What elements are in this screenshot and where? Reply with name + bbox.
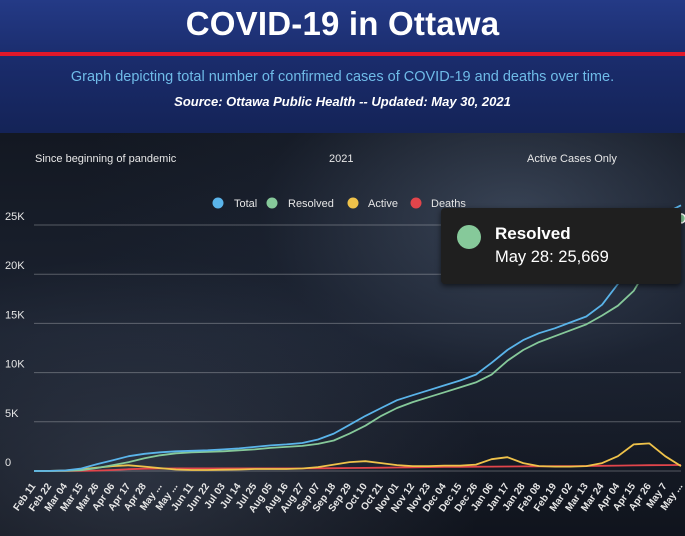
legend-label-total: Total (234, 198, 257, 210)
page-title: COVID-19 in Ottawa (185, 5, 500, 42)
y-tick-label: 15K (5, 309, 25, 321)
legend-label-resolved: Resolved (288, 198, 334, 210)
legend-marker-active (347, 197, 359, 209)
y-tick-label: 5K (5, 408, 19, 420)
tooltip-value: May 28: 25,669 (495, 248, 609, 266)
page-subtitle: Graph depicting total number of confirme… (70, 69, 615, 85)
title-divider (0, 52, 685, 56)
series-line-total (33, 204, 682, 472)
y-tick-label: 0 (5, 457, 11, 469)
chart-tooltip: Resolved May 28: 25,669 (441, 208, 681, 284)
header-banner: COVID-19 in Ottawa Graph depicting total… (0, 0, 685, 133)
tab-since-beginning[interactable]: Since beginning of pandemic (35, 153, 177, 165)
tab-active-only[interactable]: Active Cases Only (527, 153, 617, 165)
y-tick-label: 20K (5, 260, 25, 272)
legend-label-active: Active (368, 198, 398, 210)
y-tick-label: 10K (5, 359, 25, 371)
tab-2021[interactable]: 2021 (329, 153, 354, 165)
tooltip-series-name: Resolved (495, 224, 571, 243)
series-line-resolved (34, 217, 682, 472)
series-line-active (33, 442, 682, 472)
y-tick-label: 25K (5, 211, 25, 223)
legend-marker-resolved (266, 197, 278, 209)
tooltip-series-dot (457, 225, 481, 249)
source-line: Source: Ottawa Public Health -- Updated:… (174, 94, 511, 109)
legend-marker-total (212, 197, 224, 209)
legend-marker-deaths (410, 197, 422, 209)
legend-label-deaths: Deaths (431, 198, 466, 210)
